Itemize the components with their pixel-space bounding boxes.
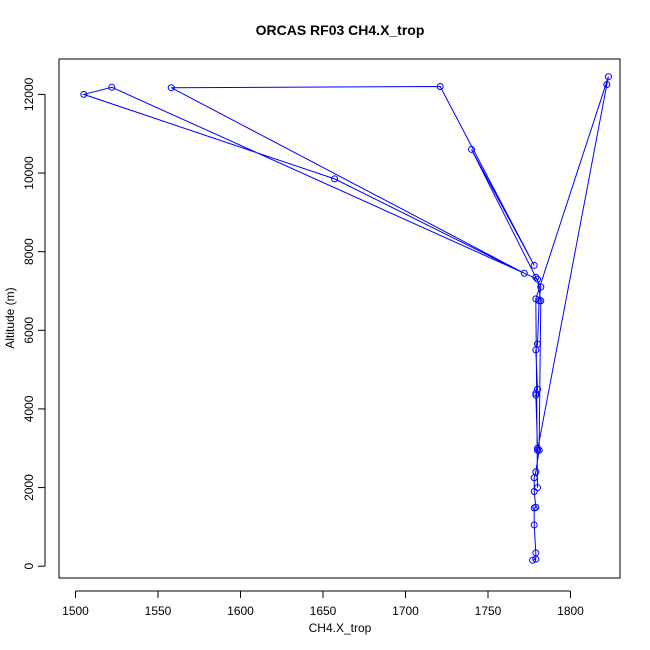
y-tick-label: 6000 [22,317,36,344]
data-point [532,389,540,397]
data-point [534,446,541,454]
data-point [537,283,545,291]
data-point [604,73,612,81]
y-tick-label: 4000 [22,395,36,422]
x-tick-label: 1500 [62,604,89,618]
x-tick-label: 1750 [475,604,502,618]
data-point [530,261,538,269]
data-point [331,175,339,183]
data-point [520,269,528,277]
y-tick-label: 12000 [22,77,36,111]
data-point [532,273,540,281]
data-point [534,275,541,283]
x-tick-label: 1700 [392,604,419,618]
data-point [80,90,88,98]
data-point [108,83,116,91]
chart-title: ORCAS RF03 CH4.X_trop [256,22,425,38]
data-point [530,521,538,529]
x-tick-label: 1550 [145,604,172,618]
x-tick-label: 1800 [557,604,584,618]
data-point [468,145,475,153]
data-point [532,549,540,557]
y-axis-label: Altitude (m) [3,287,17,348]
y-tick-label: 10000 [22,156,36,190]
x-tick-label: 1650 [310,604,337,618]
data-point [436,83,444,91]
plot-area-border [58,58,621,579]
data-point [167,84,175,92]
y-tick-label: 0 [22,563,36,570]
y-tick-label: 8000 [22,238,36,265]
data-point [534,484,541,492]
y-tick-label: 2000 [22,474,36,501]
data-point [603,81,611,89]
data-point [534,444,541,452]
data-point [532,503,540,511]
series-line [82,76,609,561]
data-point [532,346,540,354]
x-axis-label: CH4.X_trop [309,621,372,635]
x-tick-label: 1600 [227,604,254,618]
data-point [529,556,537,564]
data-point [532,468,540,476]
data-point [532,295,540,303]
data-point [532,391,540,399]
